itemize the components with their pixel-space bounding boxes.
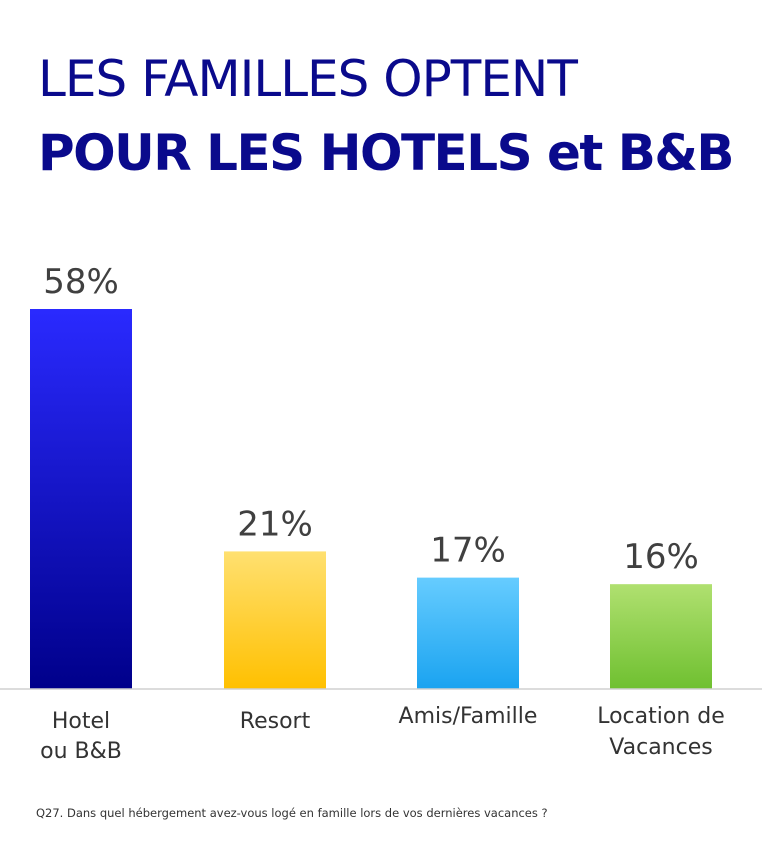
bar-chart: 58% Hotel ou B&B 21% Resort 17% Amis/Famille 16…: [0, 262, 762, 764]
data-label-amis-famille: 17%: [430, 531, 506, 571]
bar-resort: [224, 551, 326, 689]
category-label-line: Hotel: [52, 709, 110, 734]
bar-amis-famille: [417, 577, 519, 689]
category-label-line: Amis/Famille: [399, 704, 538, 729]
chart-title-line1: LES FAMILLES OPTENT: [38, 50, 578, 108]
category-label-line: Vacances: [609, 735, 712, 760]
category-label-line: Location de: [597, 704, 725, 729]
bar-hotel: [30, 309, 132, 689]
category-label-line: ou B&B: [40, 739, 122, 764]
bar-location: [610, 584, 712, 689]
data-label-resort: 21%: [237, 504, 313, 544]
bars-layer: 58% Hotel ou B&B 21% Resort 17% Amis/Famille 16…: [30, 262, 725, 764]
data-label-hotel: 58%: [43, 262, 119, 302]
chart-title-line2: POUR LES HOTELS et B&B: [38, 124, 735, 182]
category-label-resort: Resort: [240, 709, 311, 734]
category-label-amis-famille: Amis/Famille: [399, 704, 538, 729]
category-label-line: Resort: [240, 709, 311, 734]
category-label-location: Location de Vacances: [597, 704, 725, 760]
data-label-location: 16%: [623, 537, 699, 577]
category-label-hotel: Hotel ou B&B: [40, 709, 122, 764]
footnote-question: Q27. Dans quel hébergement avez-vous log…: [36, 806, 548, 820]
